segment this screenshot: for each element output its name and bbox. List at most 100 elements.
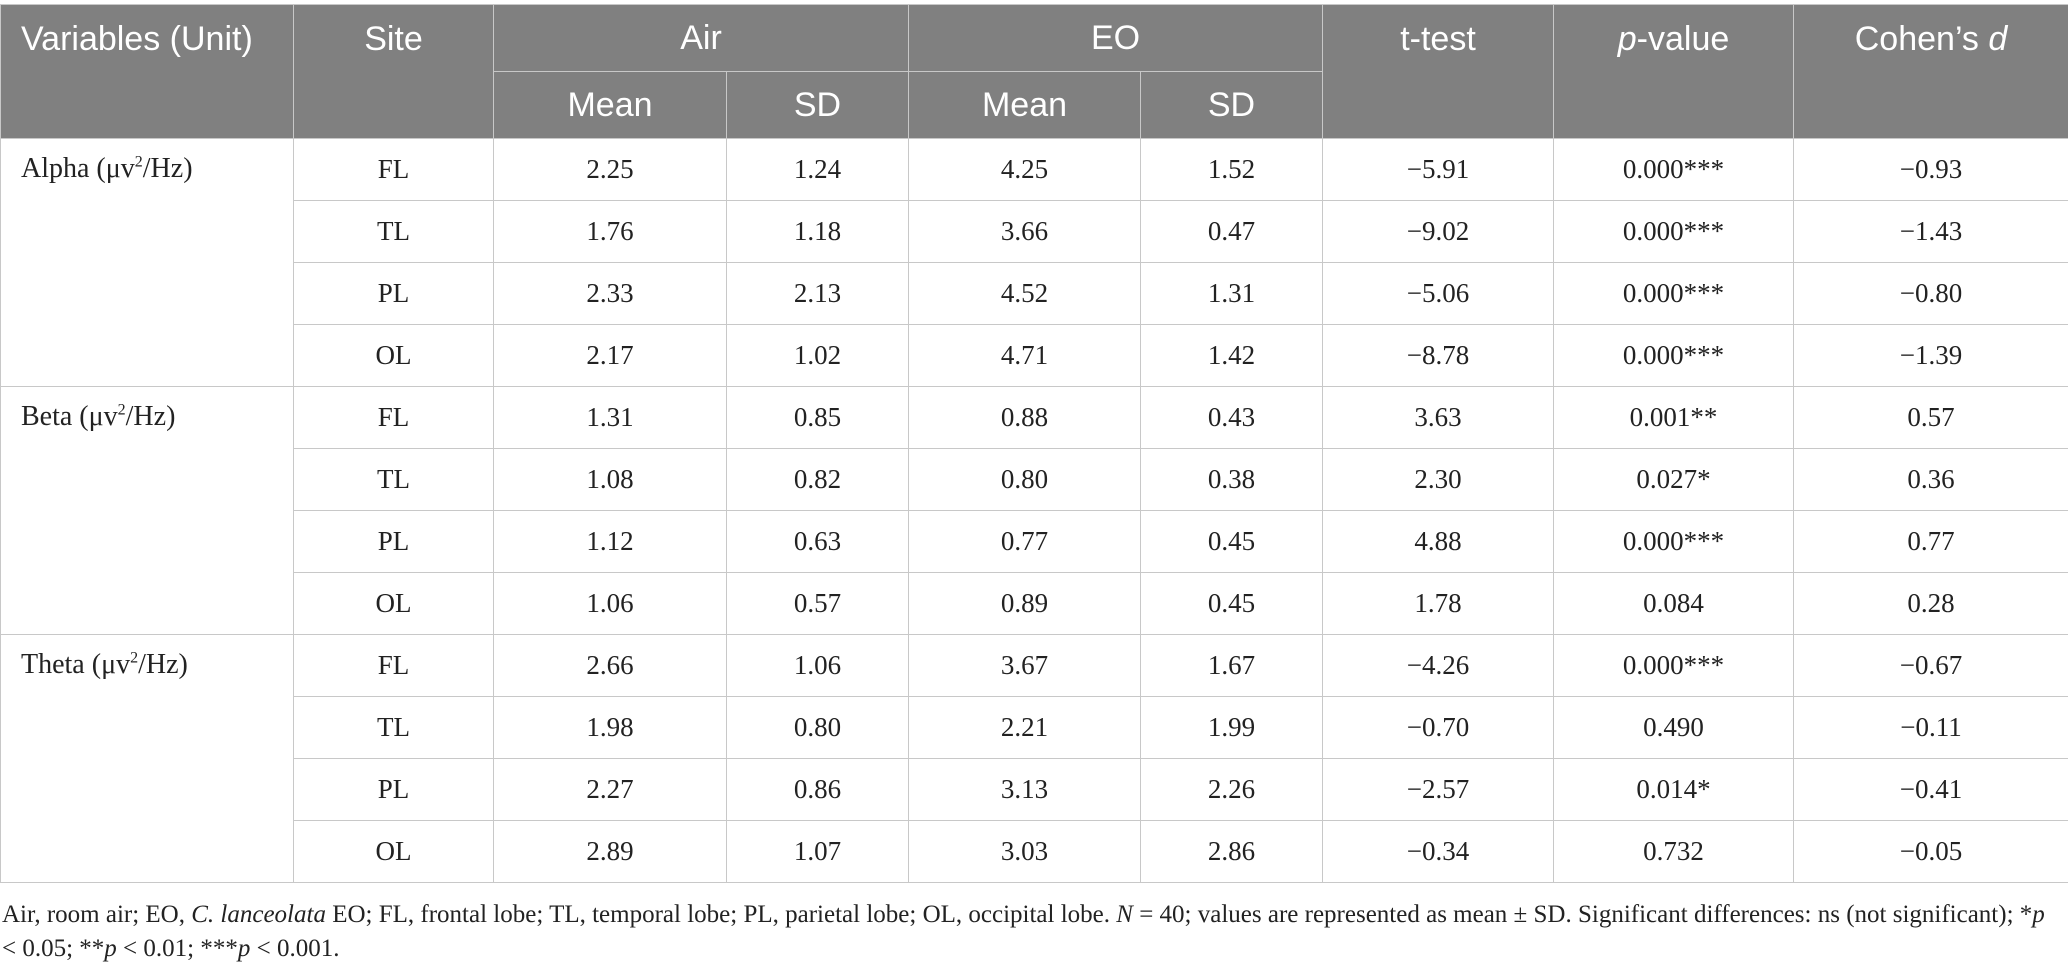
col-header-air-sd: SD	[726, 71, 909, 139]
cell-site: TL	[293, 448, 494, 511]
variable-label-unit: /Hz)	[138, 649, 188, 680]
pvalue-rest: -value	[1636, 20, 1730, 58]
cell-air-sd: 1.02	[726, 324, 909, 387]
table-row: TL 1.76 1.18 3.66 0.47 −9.02 0.000*** −1.43	[1, 200, 2068, 263]
cell-air-sd: 1.06	[726, 634, 909, 697]
cell-air-sd: 1.18	[726, 200, 909, 263]
table-row: OL 1.06 0.57 0.89 0.45 1.78 0.084 0.28	[1, 572, 2068, 635]
cell-air-mean: 1.06	[493, 572, 727, 635]
cell-eo-sd: 0.45	[1140, 572, 1323, 635]
cell-cohens-d: 0.28	[1793, 572, 2068, 635]
table-row: Beta (μv2/Hz) FL 1.31 0.85 0.88 0.43 3.63 0.001…	[0, 386, 2068, 635]
cohen-italic: d	[1988, 20, 2008, 58]
cell-eo-sd: 1.31	[1140, 262, 1323, 325]
cell-air-mean: 1.31	[493, 386, 727, 449]
header-row-1: Variables (Unit) Site Air EO t-test p-va…	[0, 4, 2068, 139]
cell-eo-sd: 0.45	[1140, 510, 1323, 573]
cell-ttest: −0.34	[1322, 820, 1554, 883]
cell-site: OL	[293, 572, 494, 635]
cell-eo-mean: 0.77	[908, 510, 1141, 573]
cell-air-sd: 0.57	[726, 572, 909, 635]
col-header-cohens-d: Cohen’s d	[1793, 4, 2068, 139]
cell-pvalue: 0.014*	[1553, 758, 1794, 821]
cell-ttest: −5.91	[1322, 138, 1554, 201]
cell-eo-mean: 4.25	[908, 138, 1141, 201]
cell-air-mean: 1.08	[493, 448, 727, 511]
table-row: TL 1.98 0.80 2.21 1.99 −0.70 0.490 −0.11	[1, 696, 2068, 759]
table-row: OL 2.17 1.02 4.71 1.42 −8.78 0.000*** −1.39	[1, 324, 2068, 387]
cell-pvalue: 0.027*	[1553, 448, 1794, 511]
cell-ttest: 4.88	[1322, 510, 1554, 573]
cell-eo-mean: 4.52	[908, 262, 1141, 325]
cell-ttest: −8.78	[1322, 324, 1554, 387]
cell-cohens-d: −0.41	[1793, 758, 2068, 821]
cell-ttest: −9.02	[1322, 200, 1554, 263]
cell-air-mean: 2.27	[493, 758, 727, 821]
cell-eo-sd: 1.52	[1140, 138, 1323, 201]
col-header-variables: Variables (Unit)	[0, 4, 294, 139]
cell-air-mean: 1.12	[493, 510, 727, 573]
cell-eo-mean: 0.89	[908, 572, 1141, 635]
cell-eo-sd: 2.26	[1140, 758, 1323, 821]
cell-site: TL	[293, 696, 494, 759]
cell-pvalue: 0.000***	[1553, 324, 1794, 387]
cell-pvalue: 0.000***	[1553, 634, 1794, 697]
cell-air-sd: 0.86	[726, 758, 909, 821]
table-row: OL 2.89 1.07 3.03 2.86 −0.34 0.732 −0.05	[1, 820, 2068, 883]
table-row: Alpha (μv2/Hz) FL 2.25 1.24 4.25 1.52 −5.91 0.0…	[0, 138, 2068, 387]
footnote-part3: = 40; values are represented as mean ± S…	[1132, 901, 2033, 928]
cell-eo-mean: 0.88	[908, 386, 1141, 449]
cell-eo-mean: 3.13	[908, 758, 1141, 821]
col-header-eo: EO	[908, 4, 1323, 72]
pvalue-italic: p	[1617, 20, 1637, 58]
cell-cohens-d: 0.77	[1793, 510, 2068, 573]
header-row-2: Mean SD Mean SD	[1, 71, 2068, 139]
cell-site: PL	[293, 758, 494, 821]
table-row: PL 1.12 0.63 0.77 0.45 4.88 0.000*** 0.77	[1, 510, 2068, 573]
cell-site: TL	[293, 200, 494, 263]
footnote-p3: p	[237, 935, 251, 962]
variable-label-unit: /Hz)	[142, 153, 193, 184]
cell-air-mean: 2.66	[493, 634, 727, 697]
table-row: PL 2.27 0.86 3.13 2.26 −2.57 0.014* −0.41	[1, 758, 2068, 821]
cell-air-sd: 2.13	[726, 262, 909, 325]
cell-eo-sd: 1.67	[1140, 634, 1323, 697]
table-row: TL 1.08 0.82 0.80 0.38 2.30 0.027* 0.36	[1, 448, 2068, 511]
footnote-part1: Air, room air; EO,	[2, 901, 192, 928]
cell-site: OL	[293, 820, 494, 883]
footnote-p1: p	[2032, 901, 2045, 928]
cohen-prefix: Cohen’s	[1854, 20, 1989, 58]
footnote-part4: < 0.05; **	[2, 935, 105, 962]
cell-air-mean: 2.25	[493, 138, 727, 201]
cell-cohens-d: −0.93	[1793, 138, 2068, 201]
cell-eo-mean: 2.21	[908, 696, 1141, 759]
variable-label-unit: /Hz)	[125, 401, 176, 432]
table-body: Alpha (μv2/Hz) FL 2.25 1.24 4.25 1.52 −5.91 0.0…	[0, 138, 2068, 883]
cell-air-mean: 2.17	[493, 324, 727, 387]
cell-air-sd: 1.24	[726, 138, 909, 201]
cell-air-mean: 1.98	[493, 696, 727, 759]
cell-ttest: −0.70	[1322, 696, 1554, 759]
variable-label-superscript: 2	[134, 153, 143, 171]
cell-eo-sd: 1.99	[1140, 696, 1323, 759]
cell-pvalue: 0.732	[1553, 820, 1794, 883]
cell-pvalue: 0.000***	[1553, 262, 1794, 325]
cell-ttest: −2.57	[1322, 758, 1554, 821]
cell-cohens-d: −1.39	[1793, 324, 2068, 387]
footnote-part2: EO; FL, frontal lobe; TL, temporal lobe;…	[325, 901, 1117, 928]
cell-eo-sd: 0.47	[1140, 200, 1323, 263]
cell-air-mean: 1.76	[493, 200, 727, 263]
cell-eo-sd: 1.42	[1140, 324, 1323, 387]
cell-site: FL	[293, 634, 494, 697]
cell-ttest: 3.63	[1322, 386, 1554, 449]
footnote-p2: p	[104, 935, 117, 962]
cell-cohens-d: −1.43	[1793, 200, 2068, 263]
cell-cohens-d: −0.67	[1793, 634, 2068, 697]
footnote-species: C. lanceolata	[191, 901, 326, 928]
cell-cohens-d: −0.05	[1793, 820, 2068, 883]
cell-eo-mean: 3.66	[908, 200, 1141, 263]
cell-pvalue: 0.000***	[1553, 200, 1794, 263]
cell-ttest: −4.26	[1322, 634, 1554, 697]
col-header-ttest: t-test	[1322, 4, 1554, 139]
cell-pvalue: 0.000***	[1553, 510, 1794, 573]
